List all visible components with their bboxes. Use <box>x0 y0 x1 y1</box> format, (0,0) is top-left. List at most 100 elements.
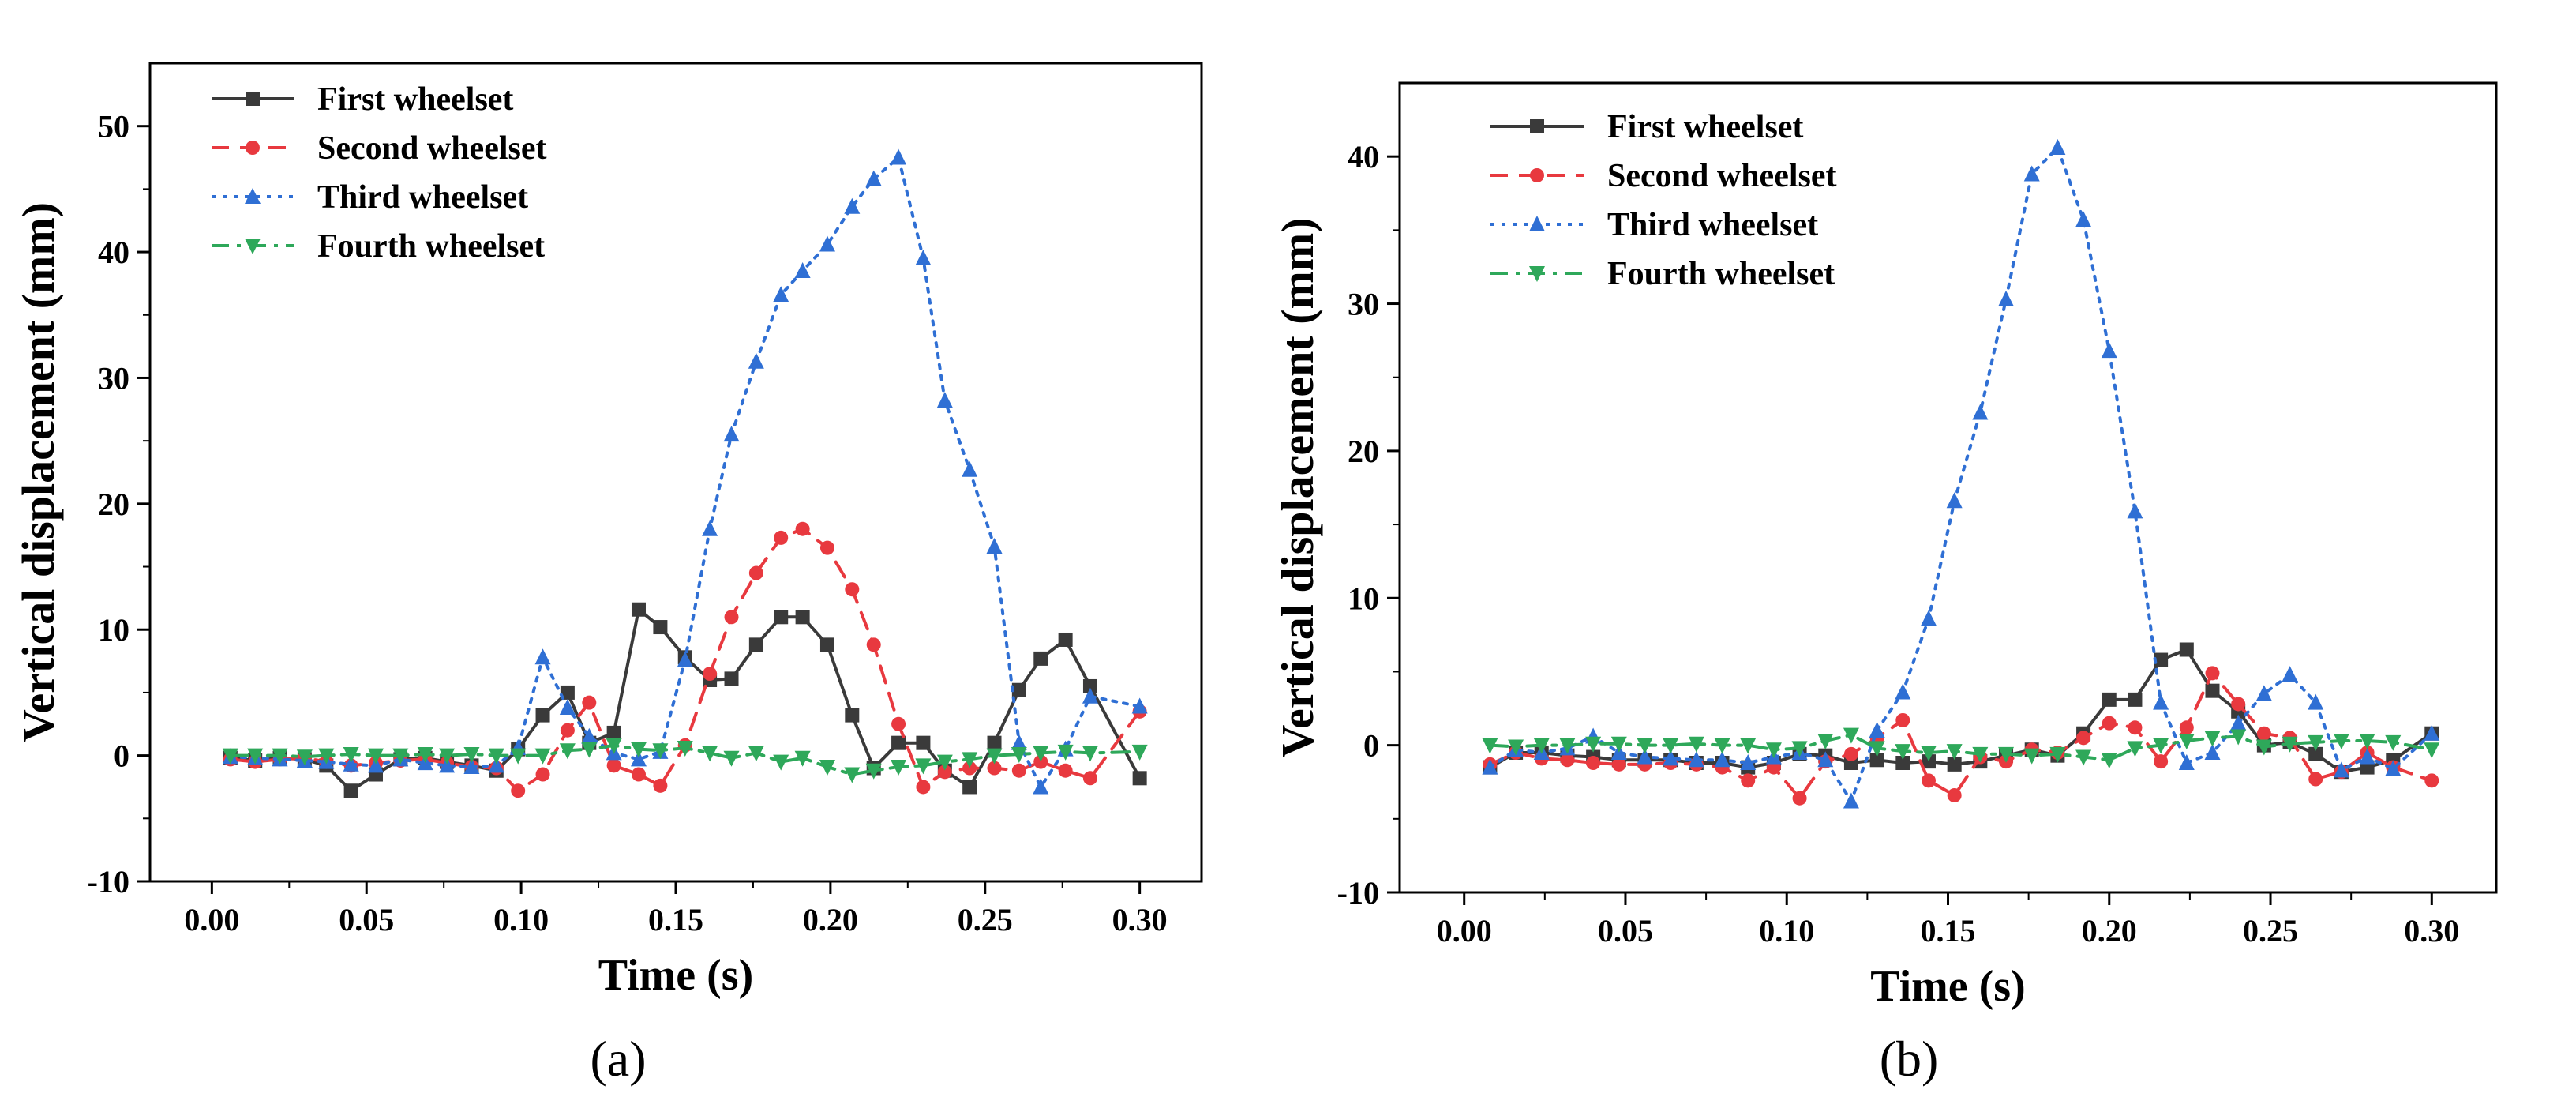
data-point <box>1740 738 1757 754</box>
data-point <box>773 754 789 771</box>
data-point <box>915 758 932 775</box>
legend-marker <box>1530 168 1544 182</box>
data-point <box>1610 736 1627 753</box>
data-point <box>1843 792 1859 809</box>
data-point <box>1033 746 1049 762</box>
data-point <box>1895 756 1910 770</box>
data-point <box>819 637 834 652</box>
series-3 <box>1482 139 2440 809</box>
legend-marker <box>1529 216 1545 231</box>
data-point <box>724 610 739 625</box>
legend-marker <box>245 239 261 254</box>
data-point <box>1714 751 1730 768</box>
data-point <box>1972 404 1989 420</box>
data-point <box>774 530 789 545</box>
data-point <box>2023 748 2040 765</box>
data-point <box>2102 716 2117 731</box>
x-tick-label: 0.30 <box>1112 902 1168 937</box>
series-1 <box>223 602 1147 798</box>
data-point <box>819 540 834 555</box>
data-point <box>343 747 359 764</box>
data-point <box>1791 741 1808 757</box>
data-point <box>1920 745 1937 761</box>
data-point <box>534 748 551 765</box>
data-point <box>2128 692 2143 707</box>
data-point <box>1082 687 1098 704</box>
series-2 <box>1483 666 2439 806</box>
data-point <box>630 750 647 767</box>
data-point <box>535 767 550 782</box>
data-point <box>937 765 952 780</box>
data-point <box>2282 666 2298 682</box>
data-point <box>2178 734 2195 750</box>
data-point <box>1131 744 1148 761</box>
data-point <box>2178 754 2195 770</box>
data-point <box>1688 751 1704 768</box>
data-point <box>795 521 810 536</box>
data-point <box>2255 739 2272 756</box>
data-point <box>819 759 835 776</box>
data-point <box>653 620 668 635</box>
data-point <box>653 778 668 793</box>
data-point <box>510 748 527 765</box>
data-point <box>1011 747 1027 764</box>
data-point <box>962 761 977 776</box>
data-point <box>1869 722 1885 738</box>
data-point <box>1033 754 1048 769</box>
data-point <box>1998 290 2015 306</box>
data-point <box>794 750 811 767</box>
data-point <box>748 746 764 762</box>
data-point <box>1817 734 1834 750</box>
data-point <box>1533 738 1550 754</box>
data-point <box>1033 778 1049 795</box>
data-point <box>2101 342 2117 359</box>
data-point <box>2128 720 2143 735</box>
data-point <box>2230 729 2247 746</box>
data-point <box>2231 697 2246 712</box>
x-axis-title: Time (s) <box>598 951 754 1000</box>
data-point <box>2049 139 2066 155</box>
data-point <box>936 754 953 771</box>
x-axis-title: Time (s) <box>1870 962 2026 1011</box>
legend-label: Second wheelset <box>317 130 546 167</box>
data-point <box>1869 753 1884 768</box>
data-point <box>1559 738 1576 754</box>
x-tick-label: 0.25 <box>958 902 1013 937</box>
data-point <box>631 767 646 782</box>
data-point <box>865 170 882 186</box>
series-line <box>228 607 1142 793</box>
data-point <box>2308 693 2324 710</box>
data-point <box>2205 683 2220 698</box>
data-point <box>463 747 480 764</box>
y-tick-label: 30 <box>1348 287 1379 322</box>
data-point <box>1998 746 2015 763</box>
data-point <box>2308 734 2324 751</box>
chart-panel-b: 0.00 0.05 0.10 0.15 0.20 0.25 0.30 -10 0 10 20 30 40… <box>1272 81 2498 1087</box>
data-point <box>2385 760 2402 776</box>
data-point <box>367 757 384 773</box>
data-point <box>1082 771 1097 786</box>
data-point <box>439 748 456 765</box>
data-point <box>677 651 693 667</box>
data-point <box>986 538 1003 554</box>
data-point <box>723 750 740 767</box>
x-tick-label: 0.10 <box>1759 913 1814 949</box>
data-point <box>2102 692 2117 707</box>
data-point <box>559 699 576 716</box>
legend-label: First wheelset <box>317 81 513 118</box>
x-tick-label: 0.25 <box>2243 913 2298 949</box>
data-point <box>987 761 1002 776</box>
y-tick-label: -10 <box>1337 875 1379 911</box>
data-point <box>1741 773 1756 788</box>
data-point <box>1033 651 1048 666</box>
data-point <box>1508 739 1524 756</box>
data-point <box>1663 738 1679 754</box>
data-point <box>1921 754 1936 769</box>
data-point <box>962 460 978 477</box>
data-point <box>1765 742 1782 759</box>
data-point <box>1740 754 1757 770</box>
data-point <box>2076 731 2091 746</box>
data-point <box>1663 749 1679 766</box>
data-point <box>2359 734 2375 750</box>
chart-panel-a: 0.00 0.05 0.10 0.15 0.20 0.25 0.30 -10 0 10 20 30 40… <box>13 62 1203 1087</box>
